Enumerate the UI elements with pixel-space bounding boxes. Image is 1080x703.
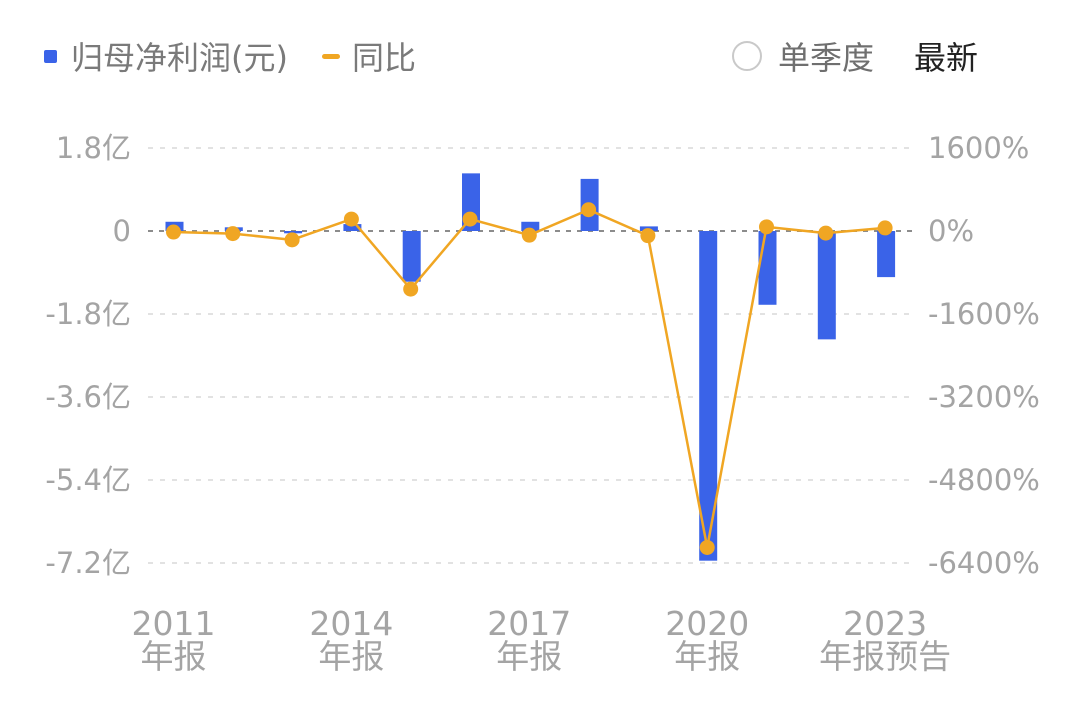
yoy-point-2012年报[interactable] (225, 226, 241, 242)
y-left-tick-label: -3.6亿 (45, 380, 131, 414)
bar-swatch-icon (44, 49, 57, 63)
line-swatch-icon (321, 53, 340, 59)
yoy-point-2021年报[interactable] (759, 219, 774, 235)
x-tick-suffix: 年报 (496, 637, 562, 676)
yoy-point-2019年报[interactable] (640, 228, 656, 244)
yoy-point-2023年报预告[interactable] (877, 220, 893, 236)
grid-lines (148, 147, 912, 564)
y-right-tick-label: -3200% (928, 380, 1040, 414)
y-left-tick-label: 0 (113, 214, 131, 248)
y-right-tick-label: -4800% (928, 463, 1040, 497)
bar-2023年报预告[interactable] (877, 231, 896, 278)
yoy-point-2020年报[interactable] (699, 539, 715, 555)
x-tick-suffix: 年报 (141, 637, 207, 676)
yoy-point-2015年报[interactable] (403, 281, 419, 297)
bar-2013年报[interactable] (284, 231, 303, 234)
legend-label-yoy: 同比 (351, 39, 416, 77)
chart-controls: 单季度 最新 (731, 30, 978, 82)
y-left-tick-label: -1.8亿 (45, 297, 131, 331)
x-tick-year: 2011 (132, 604, 216, 643)
y-right-tick-label: -1600% (928, 297, 1040, 331)
yoy-point-2014年报[interactable] (343, 211, 359, 227)
x-tick-year: 2017 (487, 604, 571, 643)
y-left-tick-label: -7.2亿 (45, 546, 131, 580)
legend-label-net-profit: 归母净利润(元) (71, 39, 288, 77)
yoy-point-2016年报[interactable] (462, 211, 478, 227)
bar-2022年报[interactable] (817, 231, 836, 340)
yoy-point-2018年报[interactable] (581, 202, 597, 218)
y-right-tick-label: -6400% (928, 546, 1040, 580)
x-tick-suffix: 年报 (318, 637, 384, 676)
chart-legend: 归母净利润(元) 同比 (44, 30, 450, 82)
y-right-tick-label: 0% (928, 214, 974, 248)
latest-button[interactable]: 最新 (913, 39, 978, 77)
x-tick-year: 2020 (665, 604, 749, 643)
y-left-tick-label: -5.4亿 (45, 463, 131, 497)
line-series (166, 202, 893, 555)
quarter-radio-icon[interactable] (731, 41, 762, 71)
legend-item-yoy[interactable]: 同比 (321, 33, 416, 79)
x-tick-suffix: 年报预告 (819, 637, 951, 676)
yoy-point-2011年报[interactable] (166, 224, 181, 240)
y-right-tick-label: 1600% (928, 131, 1029, 165)
yoy-point-2013年报[interactable] (284, 232, 300, 248)
axis-ticks: 1.8亿 1600% 0 0% -1.8亿 -1600% -3.6亿 -3200% -5.4亿 -… (45, 131, 1039, 676)
legend-item-net-profit[interactable]: 归母净利润(元) (44, 33, 288, 79)
bar-2014年报[interactable] (343, 224, 362, 231)
bar-2021年报[interactable] (758, 231, 777, 305)
yoy-point-2017年报[interactable] (521, 227, 537, 243)
x-tick-year: 2023 (843, 604, 927, 643)
x-tick-suffix: 年报 (674, 637, 740, 676)
yoy-line (173, 208, 886, 548)
yoy-point-2022年报[interactable] (818, 225, 834, 241)
x-tick-year: 2014 (309, 604, 393, 643)
bar-2015年报[interactable] (402, 231, 421, 282)
quarter-radio-label[interactable]: 单季度 (777, 39, 874, 77)
bar-2020年报[interactable] (699, 231, 718, 561)
bar-2017年报[interactable] (521, 221, 540, 231)
y-left-tick-label: 1.8亿 (56, 131, 131, 165)
